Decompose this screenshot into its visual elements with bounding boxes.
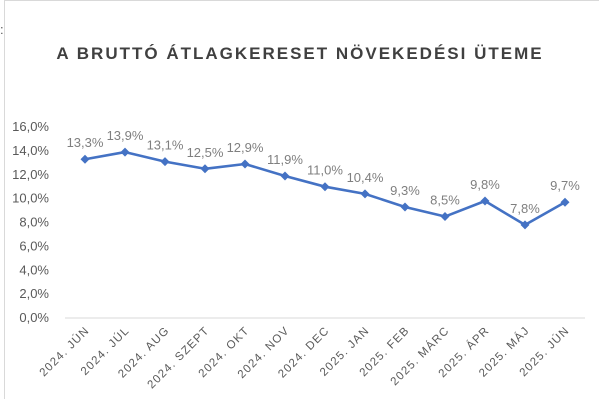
data-label: 13,1% [147, 138, 184, 153]
chart-title: A BRUTTÓ ÁTLAGKERESET NÖVEKEDÉSI ÜTEME [56, 44, 544, 63]
data-label: 10,4% [347, 170, 384, 185]
data-point [560, 197, 570, 207]
y-tick-label: 12,0% [12, 167, 49, 182]
chart-plot-area: 13,3% 13,9%13,1% 12,5% 12,9%11,9% 11,0% 10,4%… [67, 128, 580, 230]
y-tick-label: 14,0% [12, 143, 49, 158]
data-point [120, 147, 130, 157]
data-label: 9,8% [470, 177, 500, 192]
data-point [240, 159, 250, 169]
corner-mark: : [0, 22, 4, 37]
data-point [320, 182, 330, 192]
y-tick-label: 8,0% [19, 215, 49, 230]
data-label: 8,5% [430, 193, 460, 208]
data-point [360, 189, 370, 199]
y-tick-label: 0,0% [19, 310, 49, 325]
data-label: 9,3% [390, 183, 420, 198]
data-point [520, 220, 530, 230]
y-tick-label: 10,0% [12, 191, 49, 206]
y-tick-label: 4,0% [19, 262, 49, 277]
data-label: 12,5% [187, 145, 224, 160]
y-tick-label: 2,0% [19, 286, 49, 301]
data-point [440, 212, 450, 222]
data-point [480, 196, 490, 206]
data-point [200, 164, 210, 174]
data-point [400, 202, 410, 212]
y-tick-label: 6,0% [19, 238, 49, 253]
data-point [80, 154, 90, 164]
data-label: 13,3% [67, 135, 104, 150]
chart-frame [4, 0, 599, 399]
y-tick-label: 16,0% [12, 119, 49, 134]
data-label: 9,7% [550, 178, 580, 193]
data-label: 11,0% [307, 163, 343, 178]
data-label: 12,9% [227, 140, 264, 155]
data-label: 13,9% [107, 128, 144, 143]
data-point [280, 171, 290, 181]
data-label: 11,9% [267, 152, 303, 167]
data-point [160, 157, 170, 167]
data-label: 7,8% [510, 201, 540, 216]
